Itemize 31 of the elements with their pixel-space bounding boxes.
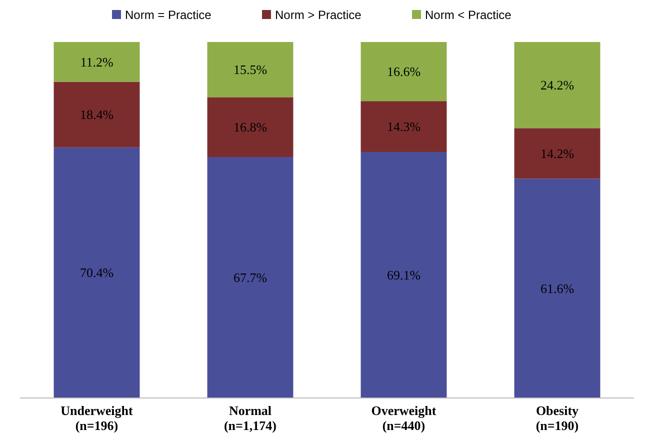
bar xyxy=(207,97,294,157)
bar xyxy=(54,42,140,82)
data-label: 15.5% xyxy=(233,62,268,78)
bar xyxy=(207,156,294,398)
x-tick-label: Underweight (n=196) xyxy=(60,403,134,433)
bar xyxy=(360,152,447,398)
legend-label: Norm = Practice xyxy=(125,8,212,22)
data-label: 67.7% xyxy=(233,270,268,286)
bar xyxy=(360,101,447,152)
bar xyxy=(360,42,447,102)
x-tick-label: Obesity (n=190) xyxy=(536,403,580,433)
bar xyxy=(207,42,294,98)
x-tick-label: Overweight (n=440) xyxy=(371,403,437,433)
bar xyxy=(514,178,600,398)
data-label: 70.4% xyxy=(80,265,114,280)
data-label: 11.2% xyxy=(80,54,114,70)
legend-label: Norm < Practice xyxy=(425,8,512,22)
bar xyxy=(54,82,140,148)
bar xyxy=(54,147,140,398)
data-label: 24.2% xyxy=(540,78,574,93)
x-tick-label: Normal (n=1,174) xyxy=(224,403,277,433)
legend-label: Norm > Practice xyxy=(275,8,362,22)
data-label: 61.6% xyxy=(540,280,574,296)
bar xyxy=(514,128,600,179)
data-label: 14.3% xyxy=(386,119,421,134)
data-label: 16.8% xyxy=(233,120,268,135)
bar xyxy=(514,42,600,128)
data-label: 16.6% xyxy=(386,64,421,80)
data-label: 14.2% xyxy=(540,146,574,161)
data-label: 18.4% xyxy=(80,107,114,122)
data-label: 69.1% xyxy=(386,268,421,283)
